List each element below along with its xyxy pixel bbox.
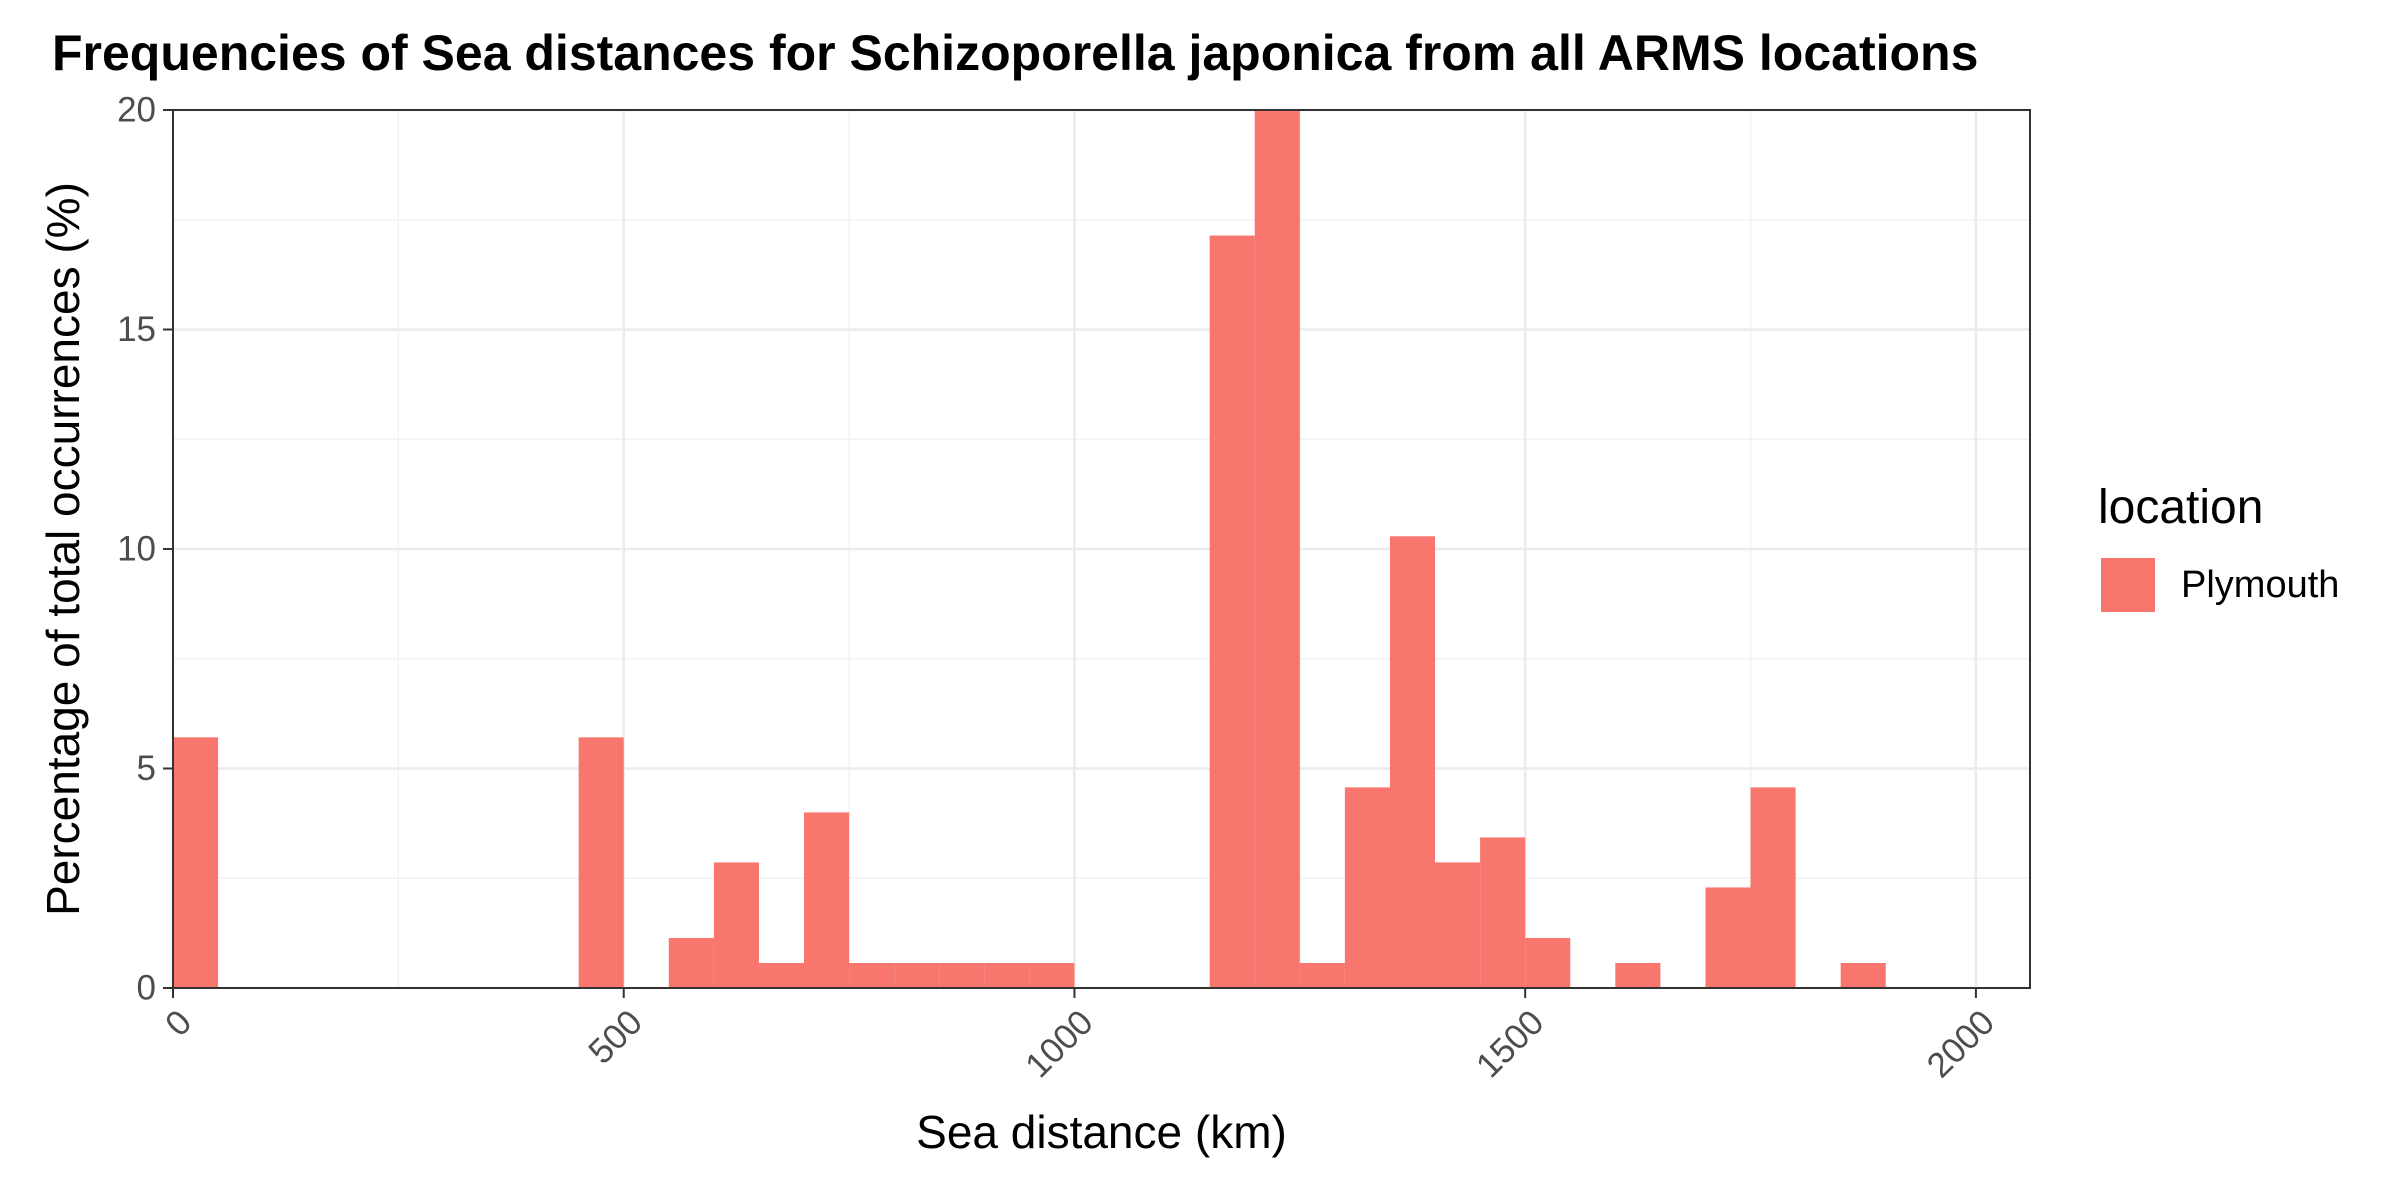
y-tick-label: 0 — [137, 969, 156, 1008]
x-tick-label: 500 — [581, 1003, 650, 1072]
plot-area — [171, 108, 2031, 990]
y-axis-label: Percentage of total occurrences (%) — [37, 182, 89, 916]
histogram-bar — [1029, 962, 1075, 988]
x-axis-label: Sea distance (km) — [916, 1106, 1287, 1158]
histogram-bar — [984, 962, 1030, 988]
x-tick-label: 1500 — [1469, 1003, 1552, 1086]
legend-key-swatch — [2101, 558, 2155, 612]
y-tick-label: 15 — [117, 310, 156, 349]
legend: location Plymouth — [2098, 481, 2339, 612]
histogram-bar — [758, 962, 805, 988]
histogram-bar — [1389, 536, 1436, 988]
histogram-bars — [173, 110, 1886, 988]
x-tick-label: 2000 — [1919, 1003, 2002, 1086]
histogram-bar — [849, 962, 895, 988]
histogram-bar — [668, 937, 714, 988]
histogram-bar — [1840, 962, 1886, 988]
histogram-bar — [1705, 887, 1751, 988]
histogram-bar — [173, 737, 219, 988]
histogram-bar — [1344, 787, 1390, 988]
legend-entries: Plymouth — [2101, 558, 2339, 612]
legend-title: location — [2098, 481, 2263, 534]
histogram-bar — [804, 812, 850, 988]
y-tick-label: 10 — [117, 530, 156, 569]
histogram-bar — [1299, 962, 1345, 988]
histogram-bar — [1435, 862, 1481, 988]
chart-title: Frequencies of Sea distances for Schizop… — [52, 25, 1978, 81]
histogram-bar — [894, 962, 940, 988]
histogram-bar — [578, 737, 624, 988]
histogram-bar — [1615, 962, 1661, 988]
x-tick-label: 1000 — [1018, 1003, 1101, 1086]
y-tick-label: 5 — [137, 749, 156, 788]
histogram-bar — [1750, 787, 1796, 988]
histogram-bar — [1209, 235, 1255, 988]
histogram-bar — [939, 962, 985, 988]
histogram-bar — [713, 862, 759, 988]
histogram-bar — [1254, 110, 1300, 988]
histogram-bar — [1525, 937, 1571, 988]
legend-entry-label: Plymouth — [2181, 564, 2339, 606]
histogram-bar — [1480, 837, 1526, 988]
y-tick-label: 20 — [117, 91, 156, 130]
x-tick-label: 0 — [158, 1003, 199, 1044]
